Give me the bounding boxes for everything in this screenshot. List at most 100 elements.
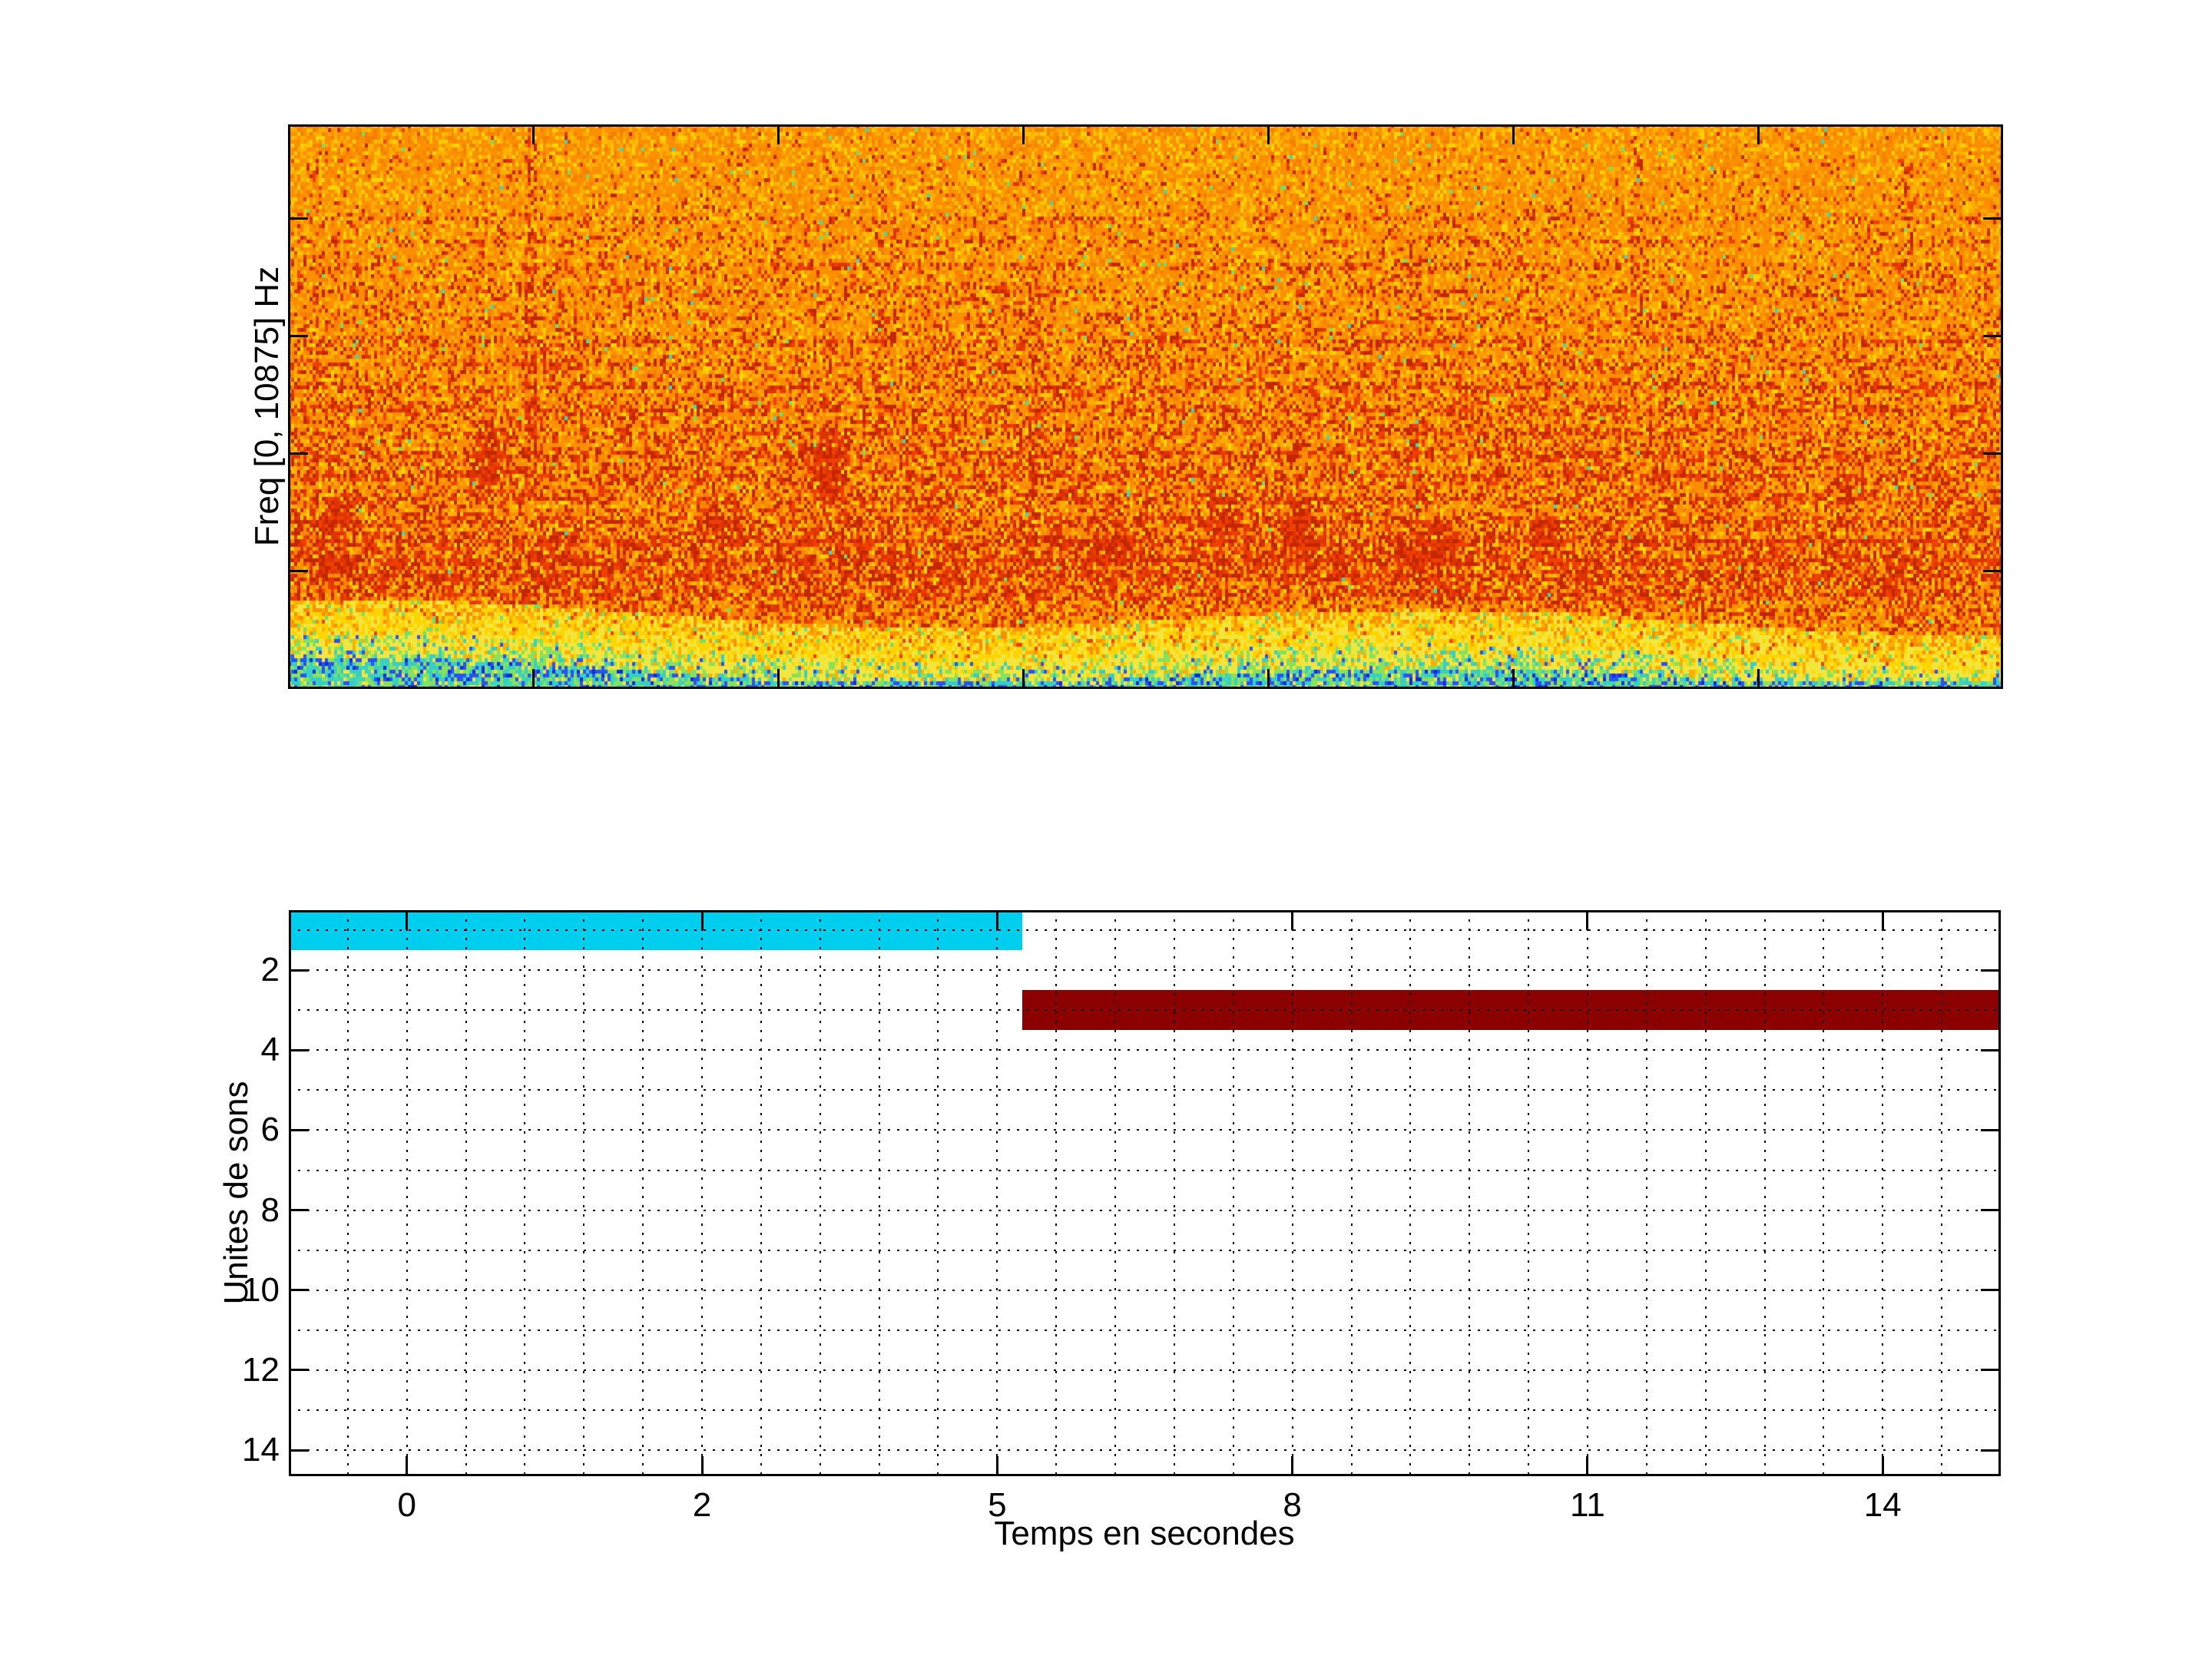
x-tick-label: 2 — [692, 1486, 712, 1524]
gridline-vertical — [1232, 910, 1234, 1476]
x-axis-tick — [1586, 910, 1589, 930]
spectrogram-y-tick — [288, 569, 308, 572]
gridline-vertical — [819, 910, 821, 1476]
y-tick-label: 10 — [242, 1270, 280, 1309]
spectrogram-y-tick — [288, 452, 308, 455]
gridline-vertical — [937, 910, 939, 1476]
spectrogram-ylabel: Freq [0, 10875] Hz — [248, 266, 286, 547]
gridline-vertical — [760, 910, 762, 1476]
y-tick-label: 4 — [260, 1031, 280, 1069]
spectrogram-x-tick — [1022, 669, 1025, 689]
x-axis-tick — [406, 1456, 409, 1476]
spectrogram-x-tick — [1512, 669, 1515, 689]
spectrogram-x-tick — [1757, 669, 1760, 689]
x-axis-tick — [995, 1456, 998, 1476]
y-axis-tick — [1981, 1209, 2001, 1212]
y-axis-tick — [289, 1128, 309, 1131]
y-tick-label: 6 — [260, 1111, 280, 1149]
gridline-vertical — [524, 910, 526, 1476]
spectrogram-x-tick — [1267, 669, 1270, 689]
gridline-horizontal — [289, 1289, 2001, 1291]
x-axis-tick — [995, 910, 998, 930]
spectrogram-y-tick — [288, 217, 308, 220]
gridline-horizontal — [289, 1449, 2001, 1452]
gridline-vertical — [1882, 910, 1884, 1476]
y-axis-tick — [1981, 969, 2001, 972]
units-chart-panel — [289, 910, 2001, 1476]
gridline-vertical — [1704, 910, 1707, 1476]
gridline-vertical — [878, 910, 880, 1476]
spectrogram-y-tick — [1983, 335, 2003, 338]
gridline-vertical — [1528, 910, 1530, 1476]
spectrogram-y-tick — [1983, 569, 2003, 572]
y-axis-tick — [289, 1209, 309, 1212]
x-axis-tick — [1586, 1456, 1589, 1476]
spectrogram-y-tick — [1983, 217, 2003, 220]
x-axis-tick — [700, 910, 704, 930]
gridline-vertical — [1586, 910, 1588, 1476]
gridline-vertical — [1941, 910, 1943, 1476]
spectrogram-x-tick — [1757, 124, 1760, 144]
spectrogram-panel — [288, 124, 2003, 689]
y-axis-tick — [289, 1369, 309, 1372]
x-axis-tick — [700, 1456, 704, 1476]
spectrogram-x-tick — [777, 669, 780, 689]
x-tick-label: 14 — [1863, 1486, 1902, 1524]
x-axis-tick — [1881, 910, 1884, 930]
y-axis-tick — [1981, 1289, 2001, 1292]
gridline-vertical — [1823, 910, 1825, 1476]
gridline-horizontal — [289, 1129, 2001, 1131]
y-axis-tick — [289, 1048, 309, 1051]
gridline-horizontal — [289, 1249, 2001, 1251]
x-axis-tick — [1291, 910, 1294, 930]
gridline-vertical — [465, 910, 467, 1476]
x-tick-label: 8 — [1283, 1486, 1302, 1524]
spectrogram-x-tick — [1022, 124, 1025, 144]
gridline-vertical — [1173, 910, 1175, 1476]
gridline-vertical — [1055, 910, 1058, 1476]
y-axis-tick — [1981, 1128, 2001, 1131]
gridline-vertical — [996, 910, 998, 1476]
gridline-horizontal — [289, 1169, 2001, 1171]
y-tick-label: 12 — [242, 1350, 280, 1389]
y-axis-tick — [1981, 1449, 2001, 1452]
x-axis-tick — [406, 910, 409, 930]
gridline-vertical — [1291, 910, 1293, 1476]
x-axis-label: Temps en secondes — [994, 1515, 1295, 1552]
spectrogram-y-tick — [288, 335, 308, 338]
y-tick-label: 2 — [260, 951, 280, 989]
gridline-vertical — [1763, 910, 1766, 1476]
gridline-vertical — [406, 910, 408, 1476]
gridline-vertical — [701, 910, 704, 1476]
gridline-horizontal — [289, 1089, 2001, 1091]
gridline-horizontal — [289, 929, 2001, 932]
x-axis-tick — [1881, 1456, 1884, 1476]
spectrogram-heatmap — [288, 124, 2003, 689]
gridline-vertical — [1409, 910, 1412, 1476]
spectrogram-x-tick — [531, 669, 535, 689]
y-axis-tick — [289, 1289, 309, 1292]
gridline-vertical — [583, 910, 585, 1476]
y-axis-tick — [289, 969, 309, 972]
y-axis-tick — [1981, 1048, 2001, 1051]
gridline-horizontal — [289, 1209, 2001, 1211]
spectrogram-y-tick — [1983, 452, 2003, 455]
gridline-horizontal — [289, 1329, 2001, 1331]
gridline-vertical — [1469, 910, 1471, 1476]
x-tick-label: 0 — [397, 1486, 416, 1524]
y-axis-label: Unites de sons — [217, 1081, 255, 1305]
x-tick-label: 5 — [988, 1486, 1007, 1524]
y-tick-label: 14 — [242, 1431, 280, 1469]
spectrogram-x-tick — [1267, 124, 1270, 144]
y-axis-tick — [289, 1449, 309, 1452]
gridline-horizontal — [289, 1009, 2001, 1012]
gridline-vertical — [1114, 910, 1117, 1476]
gridline-vertical — [1350, 910, 1353, 1476]
gridline-horizontal — [289, 1369, 2001, 1371]
gridline-vertical — [346, 910, 349, 1476]
gridline-horizontal — [289, 1049, 2001, 1051]
spectrogram-x-tick — [777, 124, 780, 144]
y-axis-tick — [1981, 1369, 2001, 1372]
x-tick-label: 11 — [1570, 1486, 1605, 1524]
